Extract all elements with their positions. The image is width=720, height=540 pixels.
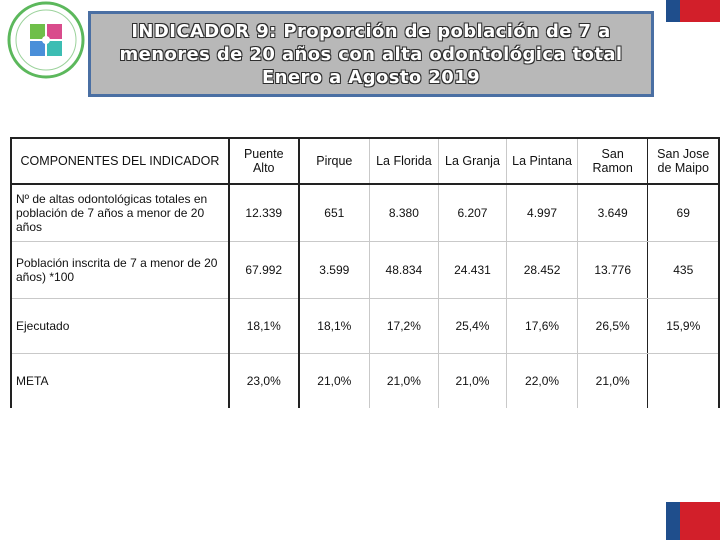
table-row: Ejecutado 18,1% 18,1% 17,2% 25,4% 17,6% … bbox=[10, 298, 720, 354]
header-cell-la-pintana: La Pintana bbox=[506, 137, 578, 185]
table-cell: 435 bbox=[647, 241, 720, 299]
table-cell: 21,0% bbox=[298, 353, 371, 408]
row-label: META bbox=[10, 353, 230, 408]
health-service-logo-icon bbox=[7, 1, 85, 79]
table-cell: 21,0% bbox=[437, 353, 508, 408]
row-label: Nº de altas odontológicas totales en pob… bbox=[10, 183, 230, 242]
header-cell-la-granja: La Granja bbox=[437, 137, 508, 185]
table-cell: 12.339 bbox=[228, 183, 300, 242]
table-cell: 23,0% bbox=[228, 353, 300, 408]
table-cell: 28.452 bbox=[506, 241, 578, 299]
table-cell: 3.599 bbox=[298, 241, 371, 299]
flag-red-block bbox=[680, 0, 720, 22]
table-cell: 21,0% bbox=[369, 353, 439, 408]
flag-blue-block bbox=[666, 0, 680, 22]
table-cell: 25,4% bbox=[437, 298, 508, 354]
table-cell: 21,0% bbox=[576, 353, 649, 408]
table-cell: 3.649 bbox=[576, 183, 649, 242]
table-cell: 13.776 bbox=[576, 241, 649, 299]
table-cell: 15,9% bbox=[647, 298, 720, 354]
flag-bar-top bbox=[666, 0, 720, 22]
row-label: Población inscrita de 7 a menor de 20 añ… bbox=[10, 241, 230, 299]
table-cell: 4.997 bbox=[506, 183, 578, 242]
indicator-table: COMPONENTES DEL INDICADOR Puente Alto Pi… bbox=[10, 137, 720, 408]
table-cell: 26,5% bbox=[576, 298, 649, 354]
page-title: INDICADOR 9: Proporción de población de … bbox=[119, 20, 623, 88]
table-cell: 6.207 bbox=[437, 183, 508, 242]
title-banner: INDICADOR 9: Proporción de población de … bbox=[88, 11, 654, 97]
table-cell: 18,1% bbox=[228, 298, 300, 354]
table-row: Población inscrita de 7 a menor de 20 añ… bbox=[10, 241, 720, 299]
header-cell-puente-alto: Puente Alto bbox=[228, 137, 300, 185]
table-cell: 69 bbox=[647, 183, 720, 242]
table-header-row: COMPONENTES DEL INDICADOR Puente Alto Pi… bbox=[10, 137, 720, 185]
header-cell-components: COMPONENTES DEL INDICADOR bbox=[10, 137, 230, 185]
table-row: Nº de altas odontológicas totales en pob… bbox=[10, 183, 720, 242]
header-cell-san-ramon: San Ramon bbox=[576, 137, 649, 185]
table-cell: 17,2% bbox=[369, 298, 439, 354]
header-cell-la-florida: La Florida bbox=[369, 137, 439, 185]
header-cell-san-jose-de-maipo: San Jose de Maipo bbox=[647, 137, 720, 185]
table-cell: 67.992 bbox=[228, 241, 300, 299]
table-cell bbox=[647, 353, 720, 408]
table-cell: 651 bbox=[298, 183, 371, 242]
header-cell-pirque: Pirque bbox=[298, 137, 371, 185]
flag-blue-block bbox=[666, 502, 680, 540]
table-row: META 23,0% 21,0% 21,0% 21,0% 22,0% 21,0% bbox=[10, 353, 720, 408]
table-cell: 48.834 bbox=[369, 241, 439, 299]
flag-bar-bottom bbox=[666, 502, 720, 540]
table-cell: 8.380 bbox=[369, 183, 439, 242]
flag-red-block bbox=[680, 502, 720, 540]
table-cell: 17,6% bbox=[506, 298, 578, 354]
table-cell: 18,1% bbox=[298, 298, 371, 354]
table-cell: 22,0% bbox=[506, 353, 578, 408]
row-label: Ejecutado bbox=[10, 298, 230, 354]
table-cell: 24.431 bbox=[437, 241, 508, 299]
